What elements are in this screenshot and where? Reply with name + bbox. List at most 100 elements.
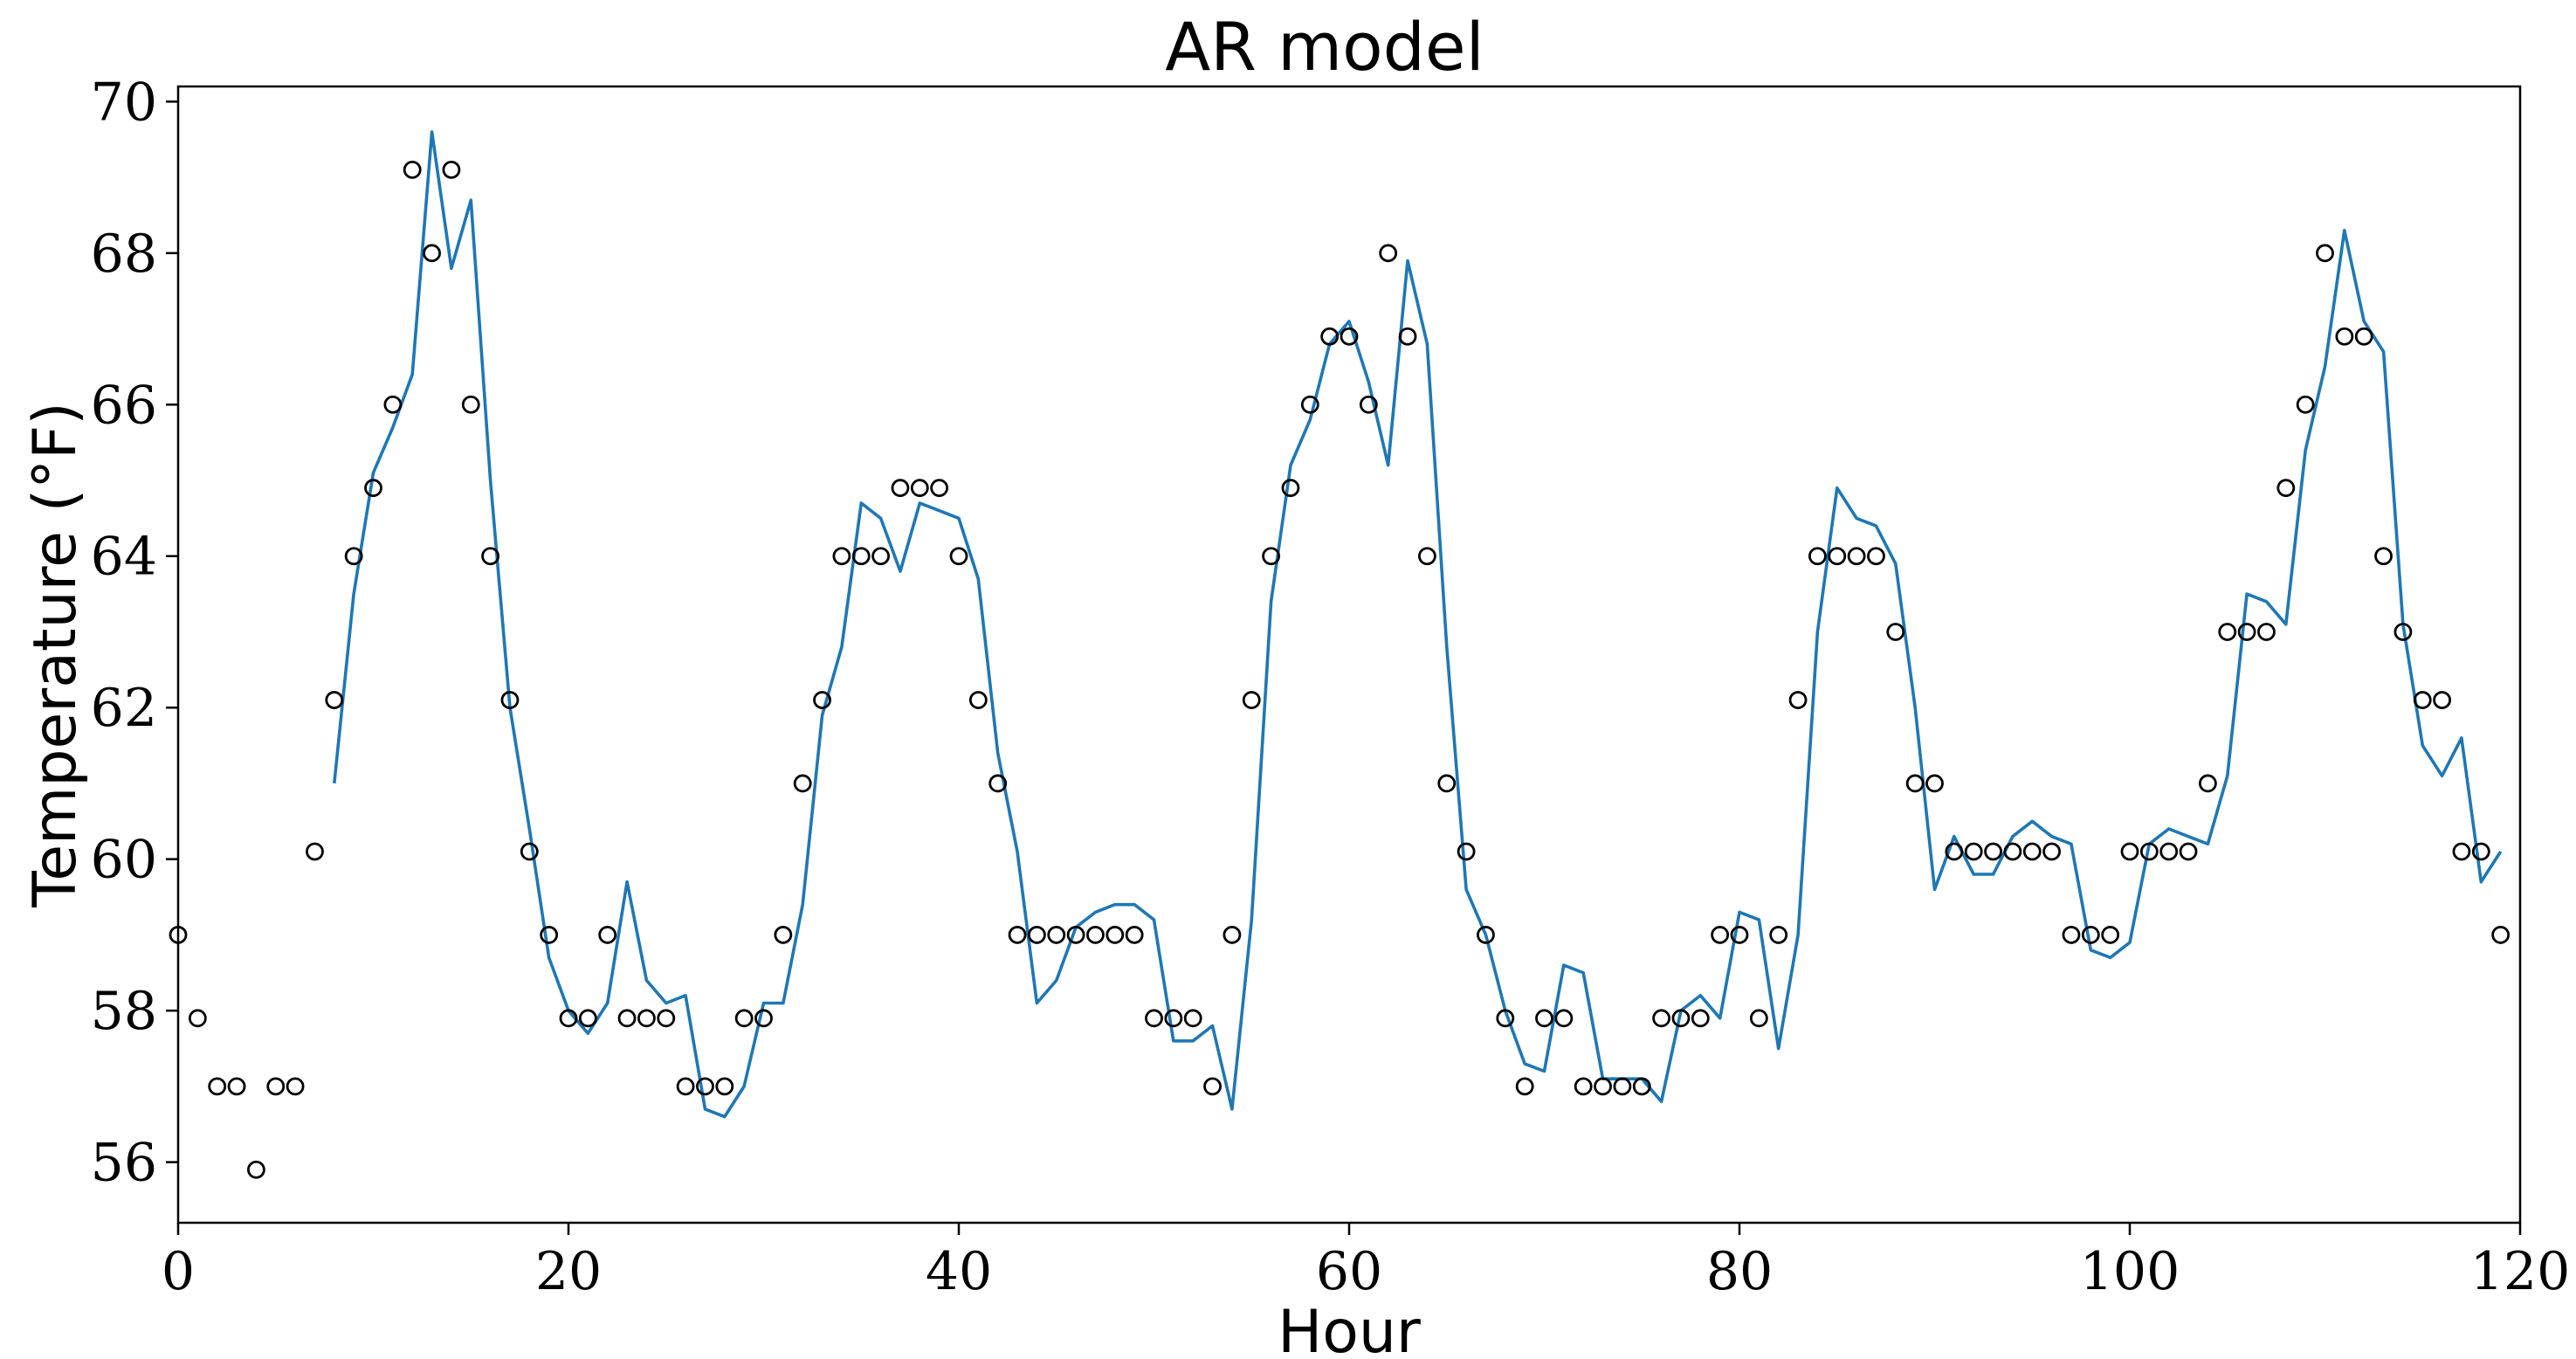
observed-point	[832, 547, 851, 566]
observed-point	[2316, 244, 2334, 263]
observed-point	[1945, 842, 1964, 861]
observed-point	[1632, 1077, 1651, 1096]
observed-point	[1125, 926, 1144, 944]
y-axis-label: Temperature (°F)	[21, 402, 90, 908]
observed-point	[1496, 1009, 1515, 1028]
observed-point	[968, 691, 988, 709]
chart-title: AR model	[1165, 8, 1484, 86]
y-tick-label: 60	[91, 830, 157, 891]
observed-point	[1242, 691, 1261, 709]
observed-point	[2257, 623, 2276, 641]
observed-point	[1047, 926, 1066, 944]
observed-point	[1613, 1077, 1632, 1096]
observed-point	[442, 161, 461, 179]
observed-point	[1515, 1077, 1534, 1096]
observed-point	[2179, 842, 2198, 861]
observed-point	[734, 1009, 754, 1028]
observed-point	[1359, 395, 1378, 414]
observed-point	[2120, 842, 2139, 861]
x-tick-label: 80	[1706, 1241, 1773, 1302]
plot-frame	[176, 85, 2522, 1224]
observed-point	[1808, 547, 1827, 566]
observed-point	[1769, 926, 1788, 944]
x-axis-label: Hour	[1278, 1298, 1421, 1359]
observed-point	[2393, 623, 2413, 641]
observed-point	[1574, 1077, 1593, 1096]
observed-point	[344, 547, 363, 566]
observed-point	[1203, 1077, 1222, 1096]
observed-point	[1437, 774, 1457, 793]
observed-point	[540, 926, 559, 944]
observed-point	[2081, 926, 2100, 944]
observed-point	[383, 395, 403, 414]
observed-point	[306, 842, 324, 861]
observed-point	[2237, 623, 2256, 641]
observed-point	[1281, 479, 1300, 498]
observed-point	[325, 691, 344, 709]
series-layer	[169, 130, 2511, 1179]
observed-point	[246, 1160, 265, 1179]
observed-point	[2335, 327, 2354, 346]
fitted-series-line	[333, 130, 2503, 1119]
observed-point	[1828, 547, 1847, 566]
observed-point	[1905, 774, 1925, 793]
observed-point	[500, 691, 520, 709]
observed-point	[930, 479, 949, 498]
observed-point	[2062, 926, 2081, 944]
observed-point	[2159, 842, 2179, 861]
observed-point	[1320, 327, 1340, 346]
observed-point	[208, 1077, 227, 1096]
observed-point	[1477, 926, 1495, 944]
observed-point	[1183, 1009, 1202, 1028]
observed-point	[793, 774, 812, 793]
observed-point	[754, 1009, 773, 1028]
observed-point	[1964, 842, 1983, 861]
observed-point	[364, 479, 382, 498]
observed-point	[1340, 327, 1359, 346]
observed-point	[813, 691, 831, 709]
y-tick-label: 58	[91, 981, 157, 1042]
observed-point	[617, 1009, 637, 1028]
observed-point	[1691, 1009, 1710, 1028]
observed-point	[1730, 926, 1749, 944]
observed-point	[1867, 547, 1885, 566]
observed-point	[2471, 842, 2490, 861]
observed-point	[481, 547, 499, 566]
observed-point	[1028, 926, 1046, 944]
observed-point	[2042, 842, 2062, 861]
observed-point	[1145, 1009, 1163, 1028]
y-tick-label: 70	[91, 72, 157, 133]
y-tick-label: 56	[91, 1133, 157, 1194]
observed-point	[988, 774, 1008, 793]
observed-point	[1984, 842, 2002, 861]
observed-point	[657, 1009, 676, 1028]
observed-point	[520, 842, 539, 861]
observed-point	[2276, 479, 2296, 498]
observed-point	[2003, 842, 2022, 861]
observed-point	[1300, 395, 1319, 414]
observed-point	[1711, 926, 1730, 944]
observed-point	[949, 547, 968, 566]
observed-point	[578, 1009, 597, 1028]
observed-point	[1105, 926, 1125, 944]
observed-point	[1164, 1009, 1183, 1028]
observed-point	[1652, 1009, 1670, 1028]
observed-point	[676, 1077, 695, 1096]
observed-point	[598, 926, 617, 944]
observed-point	[403, 161, 422, 179]
observed-point	[559, 1009, 578, 1028]
observed-point	[1886, 623, 1905, 641]
observed-point	[1535, 1009, 1553, 1028]
x-tick-label: 100	[2080, 1241, 2180, 1302]
observed-point	[696, 1077, 714, 1096]
observed-point	[1086, 926, 1105, 944]
observed-point	[774, 926, 793, 944]
observed-point	[715, 1077, 734, 1096]
observed-point	[1457, 842, 1476, 861]
observed-point	[227, 1077, 246, 1096]
observed-point	[2452, 842, 2471, 861]
y-tick-label: 62	[91, 678, 157, 739]
observed-point	[188, 1009, 207, 1028]
observed-point	[461, 395, 480, 414]
observed-point	[910, 479, 929, 498]
